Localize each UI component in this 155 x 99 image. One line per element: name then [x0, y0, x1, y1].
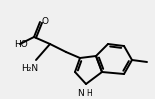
Text: HO: HO: [14, 40, 28, 49]
Text: O: O: [42, 17, 49, 26]
Text: N: N: [78, 89, 84, 98]
Text: H: H: [86, 89, 92, 98]
Text: H₂N: H₂N: [21, 64, 39, 73]
